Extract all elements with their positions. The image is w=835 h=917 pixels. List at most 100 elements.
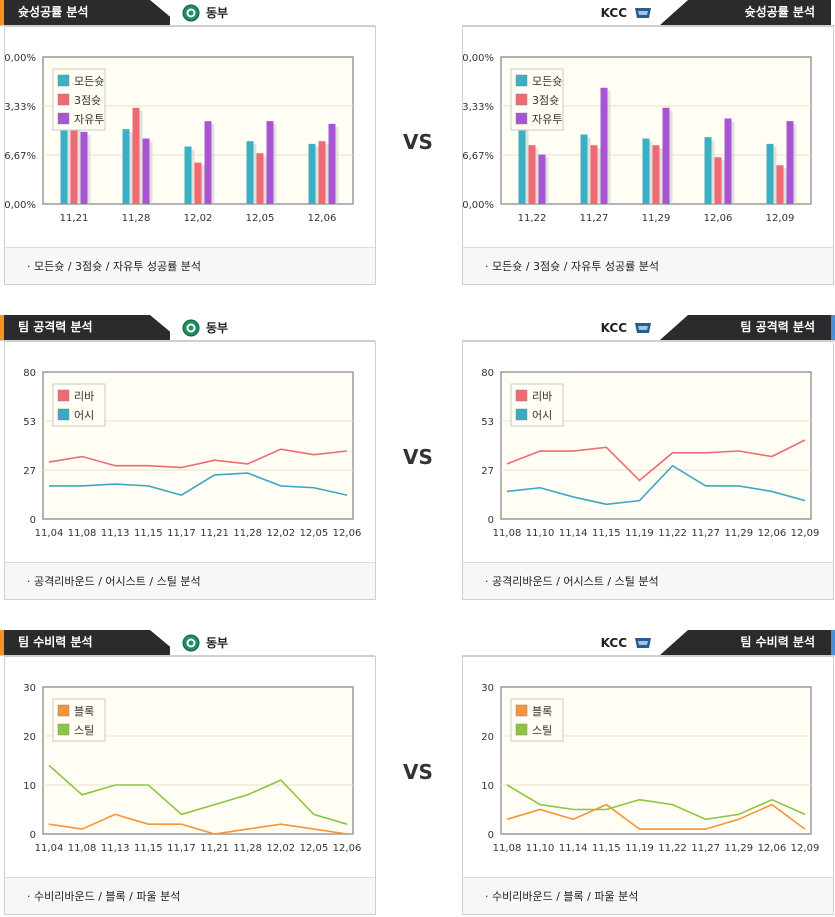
header-accent-bar <box>831 630 835 655</box>
bar-모든슛 <box>246 141 254 204</box>
line-스틸 <box>48 764 348 825</box>
bar-모든슛 <box>518 126 526 204</box>
legend-label: 블록 <box>532 705 552 718</box>
legend-swatch <box>515 389 528 402</box>
y-tick-label: 53 <box>481 417 494 428</box>
header-accent-bar <box>831 0 835 25</box>
line-스틸 <box>506 784 806 821</box>
legend-swatch <box>57 93 70 106</box>
line-리바 <box>506 439 806 482</box>
line-리바 <box>48 448 348 469</box>
team-name: 동부 <box>206 320 229 335</box>
legend-label: 리바 <box>532 390 552 403</box>
panel-header-right: 팀 수비력 분석 KCC <box>462 630 835 655</box>
bar-모든슛 <box>704 137 712 204</box>
header-accent-bar <box>0 0 4 25</box>
x-tick-label: 11,15 <box>592 528 621 539</box>
header-accent-bar <box>0 315 4 340</box>
x-tick-label: 12,02 <box>266 528 295 539</box>
y-tick-label: 20 <box>23 732 36 743</box>
bar-자유투 <box>538 154 546 204</box>
legend-swatch <box>515 723 528 736</box>
legend-label: 모든슛 <box>74 75 104 88</box>
y-tick-label: 73,33% <box>463 102 494 113</box>
x-tick-label: 11,28 <box>233 528 262 539</box>
panel-header-left: 팀 공격력 분석 동부 <box>0 315 375 340</box>
header-rule <box>462 655 835 656</box>
legend-label: 스틸 <box>74 724 94 737</box>
x-tick-label: 11,13 <box>101 843 130 854</box>
x-tick-label: 11,10 <box>526 528 555 539</box>
y-tick-label: 0 <box>30 830 36 841</box>
header-rule <box>462 25 835 26</box>
chart-panel-left: 80 53 27 0 11,04 11,08 11,13 11,15 11,17 11,21 11,… <box>4 341 376 600</box>
bar-3점슛 <box>590 145 598 204</box>
team-name-label: 동부 <box>182 4 228 22</box>
bar-모든슛 <box>184 146 192 204</box>
y-tick-label: 36,67% <box>5 151 36 162</box>
panel-header-left: 팀 수비력 분석 동부 <box>0 630 375 655</box>
y-tick-label: 0 <box>30 515 36 526</box>
x-tick-label: 11,08 <box>68 843 97 854</box>
y-tick-label: 73,33% <box>5 102 36 113</box>
y-tick-label: 0 <box>488 830 494 841</box>
x-tick-label: 11,15 <box>134 843 163 854</box>
vs-label: VS <box>403 130 433 154</box>
header-accent-bar <box>831 315 835 340</box>
y-tick-label: 27 <box>481 466 494 477</box>
panel-header-left: 슛성공률 분석 동부 <box>0 0 375 25</box>
y-tick-label: 30 <box>23 683 36 694</box>
vs-label: VS <box>403 760 433 784</box>
bar-모든슛 <box>60 127 68 204</box>
bar-자유투 <box>600 87 608 204</box>
x-tick-label: 11,22 <box>658 843 687 854</box>
bar-3점슛 <box>256 153 264 204</box>
x-tick-label: 11,28 <box>122 213 151 224</box>
team-name-label: 동부 <box>182 634 228 652</box>
chart-svg: 80 53 27 0 11,04 11,08 11,13 11,15 11,17 11,21 11,… <box>23 368 361 539</box>
x-tick-label: 11,08 <box>493 843 522 854</box>
x-tick-label: 11,08 <box>68 528 97 539</box>
x-tick-label: 12,06 <box>308 213 337 224</box>
x-tick-label: 11,04 <box>35 843 64 854</box>
bar-모든슛 <box>642 138 650 204</box>
legend-swatch <box>57 704 70 717</box>
legend-label: 어시 <box>532 409 552 422</box>
bar-모든슛 <box>308 143 316 204</box>
bar-자유투 <box>142 138 150 204</box>
legend-swatch <box>515 704 528 717</box>
y-tick-label: 53 <box>23 417 36 428</box>
bar-자유투 <box>204 121 212 204</box>
header-rule <box>0 340 375 341</box>
bar-모든슛 <box>122 129 130 204</box>
legend-swatch <box>515 408 528 421</box>
bar-3점슛 <box>776 165 784 204</box>
y-tick-label: 0,00% <box>463 200 494 211</box>
legend-label: 스틸 <box>532 724 552 737</box>
y-tick-label: 10 <box>23 781 36 792</box>
y-tick-label: 36,67% <box>463 151 494 162</box>
legend-label: 모든슛 <box>532 75 562 88</box>
chart-footer-caption: · 수비리바운드 / 블록 / 파울 분석 <box>5 877 375 914</box>
x-tick-label: 11,14 <box>559 528 588 539</box>
header-tab-title: 팀 수비력 분석 <box>660 630 835 655</box>
chart-panel-right: 30 20 10 0 11,08 11,10 11,14 11,15 11,19 11,22 11,… <box>462 656 834 915</box>
legend-label: 자유투 <box>74 113 104 126</box>
x-tick-label: 11,21 <box>200 843 229 854</box>
x-tick-label: 11,27 <box>691 843 720 854</box>
x-tick-label: 11,08 <box>493 528 522 539</box>
legend-swatch <box>515 112 528 125</box>
bar-모든슛 <box>580 134 588 204</box>
team-name: 동부 <box>206 5 229 20</box>
chart-svg: 110,00% 73,33% 36,67% 0,00% 11,21 11,28 12,02 1… <box>5 53 354 224</box>
x-tick-label: 11,27 <box>580 213 609 224</box>
team-name-label: KCC <box>601 319 653 337</box>
panel-header-right: 슛성공률 분석 KCC <box>462 0 835 25</box>
y-tick-label: 20 <box>481 732 494 743</box>
x-tick-label: 12,06 <box>758 843 787 854</box>
chart-panel-left: 30 20 10 0 11,04 11,08 11,13 11,15 11,17 11,21 11,… <box>4 656 376 915</box>
legend-swatch <box>515 93 528 106</box>
chart-footer-caption: · 모든슛 / 3점슛 / 자유투 성공률 분석 <box>5 247 375 284</box>
line-어시 <box>49 472 348 496</box>
bar-3점슛 <box>528 145 536 204</box>
